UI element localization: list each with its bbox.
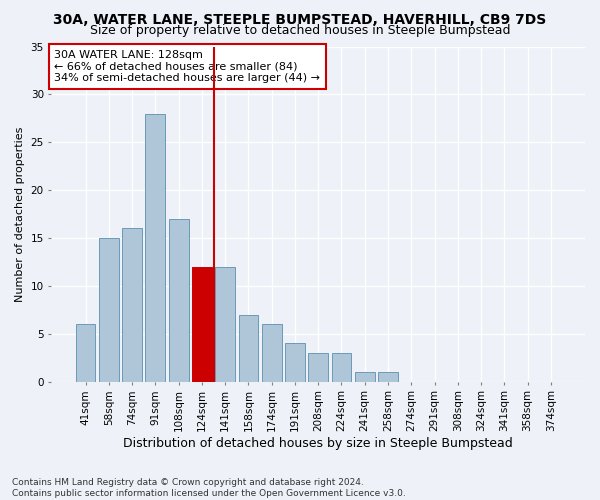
Bar bbox=[285, 344, 305, 382]
Bar bbox=[239, 314, 259, 382]
Bar bbox=[378, 372, 398, 382]
X-axis label: Distribution of detached houses by size in Steeple Bumpstead: Distribution of detached houses by size … bbox=[124, 437, 513, 450]
Bar bbox=[262, 324, 281, 382]
Bar bbox=[145, 114, 165, 382]
Bar bbox=[122, 228, 142, 382]
Bar bbox=[308, 353, 328, 382]
Bar bbox=[192, 267, 212, 382]
Bar bbox=[169, 219, 188, 382]
Bar bbox=[99, 238, 119, 382]
Text: 30A WATER LANE: 128sqm
← 66% of detached houses are smaller (84)
34% of semi-det: 30A WATER LANE: 128sqm ← 66% of detached… bbox=[54, 50, 320, 83]
Bar bbox=[332, 353, 352, 382]
Text: 30A, WATER LANE, STEEPLE BUMPSTEAD, HAVERHILL, CB9 7DS: 30A, WATER LANE, STEEPLE BUMPSTEAD, HAVE… bbox=[53, 12, 547, 26]
Text: Size of property relative to detached houses in Steeple Bumpstead: Size of property relative to detached ho… bbox=[90, 24, 510, 37]
Text: Contains HM Land Registry data © Crown copyright and database right 2024.
Contai: Contains HM Land Registry data © Crown c… bbox=[12, 478, 406, 498]
Bar bbox=[76, 324, 95, 382]
Bar bbox=[215, 267, 235, 382]
Y-axis label: Number of detached properties: Number of detached properties bbox=[15, 126, 25, 302]
Bar bbox=[355, 372, 374, 382]
